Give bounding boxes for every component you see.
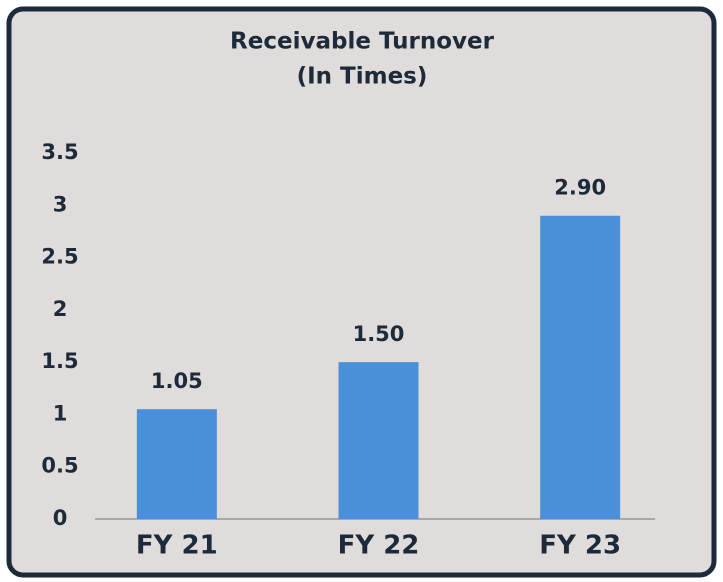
y-tick-label: 3.5 — [41, 140, 78, 164]
y-tick-label: 0.5 — [41, 454, 78, 478]
bar — [540, 215, 621, 519]
y-tick-label: 1.5 — [41, 349, 78, 373]
x-tick-label: FY 21 — [136, 531, 218, 561]
y-tick-label: 0 — [53, 506, 68, 530]
chart-title: Receivable Turnover — [230, 29, 495, 55]
y-tick-label: 2 — [53, 297, 68, 321]
x-tick-label: FY 22 — [338, 531, 420, 561]
bar — [338, 362, 419, 519]
x-tick-label: FY 23 — [539, 531, 621, 561]
value-label: 2.90 — [554, 176, 606, 200]
value-label: 1.50 — [353, 322, 405, 346]
chart-subtitle: (In Times) — [297, 64, 428, 90]
y-tick-label: 2.5 — [41, 245, 78, 269]
y-tick-label: 1 — [53, 401, 68, 425]
bar — [136, 409, 217, 519]
y-tick-label: 3 — [53, 192, 68, 216]
value-label: 1.05 — [151, 369, 203, 393]
